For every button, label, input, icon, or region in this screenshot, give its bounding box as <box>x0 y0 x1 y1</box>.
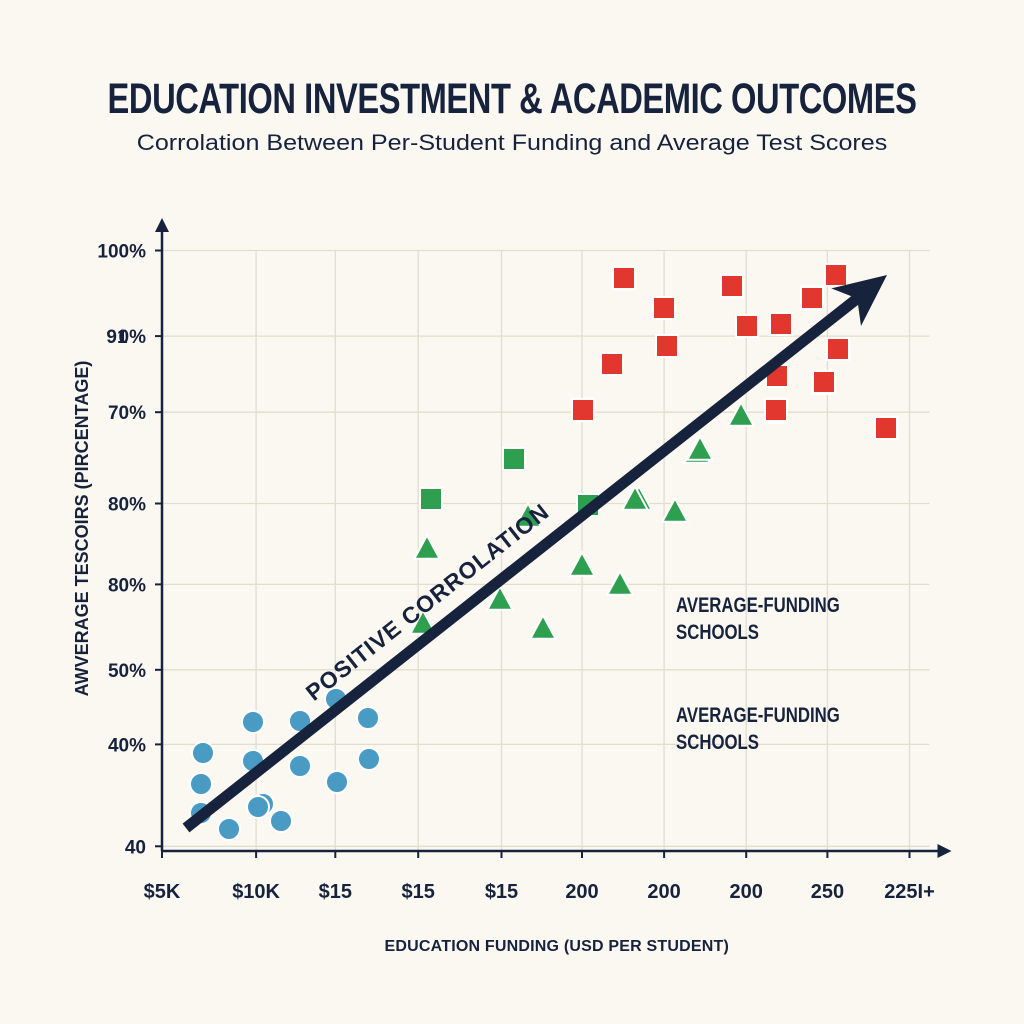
svg-text:70%: 70% <box>108 403 146 424</box>
svg-text:200: 200 <box>647 881 680 903</box>
svg-text:40%: 40% <box>108 735 146 756</box>
svg-text:225I+: 225I+ <box>884 881 935 903</box>
svg-text:EDUCATION FUNDING (USD PER STU: EDUCATION FUNDING (USD PER STUDENT) <box>385 938 729 955</box>
svg-text:100%: 100% <box>97 242 146 263</box>
svg-text:$10K: $10K <box>232 881 280 903</box>
svg-text:40: 40 <box>125 837 146 858</box>
svg-text:$15: $15 <box>402 881 435 903</box>
svg-text:SCHOOLS: SCHOOLS <box>676 731 759 754</box>
svg-text:50%: 50% <box>108 661 146 682</box>
svg-text:SCHOOLS: SCHOOLS <box>676 621 759 644</box>
svg-text:910%: 910% <box>106 327 146 348</box>
svg-text:200: 200 <box>565 881 598 903</box>
svg-text:AVERAGE-FUNDING: AVERAGE-FUNDING <box>676 704 840 727</box>
svg-text:200: 200 <box>730 881 763 903</box>
svg-text:POSITIVE CORROLATION: POSITIVE CORROLATION <box>301 498 554 706</box>
svg-text:$5K: $5K <box>144 881 181 903</box>
svg-text:AWVERAGE TESCOIRS (PIRCENTAGE): AWVERAGE TESCOIRS (PIRCENTAGE) <box>72 361 92 697</box>
svg-text:$15: $15 <box>485 881 518 903</box>
svg-text:80%: 80% <box>108 575 146 596</box>
svg-text:AVERAGE-FUNDING: AVERAGE-FUNDING <box>676 594 840 617</box>
svg-text:$15: $15 <box>319 881 352 903</box>
svg-text:250: 250 <box>811 881 844 903</box>
svg-text:80%: 80% <box>108 495 146 516</box>
